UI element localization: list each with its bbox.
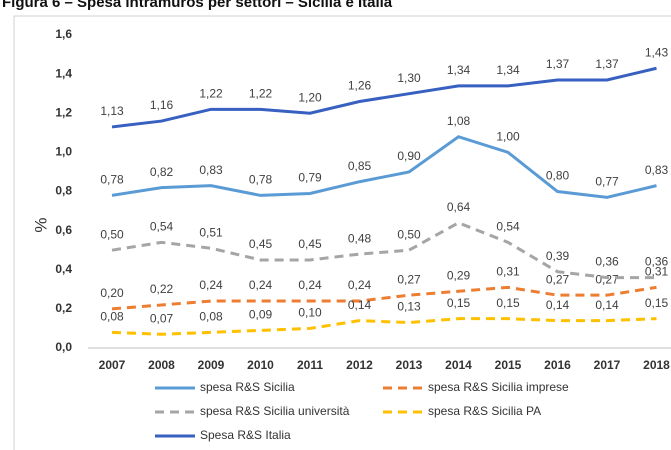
data-label: 0,07	[150, 311, 174, 325]
x-tick-label: 2017	[594, 358, 621, 372]
series-line	[111, 285, 657, 311]
data-label: 0,13	[397, 300, 421, 314]
data-label: 0,24	[199, 278, 223, 292]
data-label: 0,08	[199, 310, 223, 324]
legend-label: spesa R&S Sicilia PA	[428, 404, 541, 418]
data-label: 1,22	[249, 87, 273, 101]
data-label: 1,08	[447, 114, 471, 128]
y-axis-label: %	[31, 217, 50, 232]
data-label: 0,14	[595, 298, 619, 312]
data-label: 0,80	[546, 169, 570, 183]
data-label: 0,90	[397, 149, 421, 163]
data-label: 0,50	[100, 227, 124, 241]
x-tick-label: 2016	[544, 358, 571, 372]
data-label: 0,27	[397, 272, 421, 286]
data-label: 1,37	[595, 57, 619, 71]
series-line	[111, 221, 657, 280]
data-label: 0,22	[150, 282, 174, 296]
data-label: 0,31	[645, 265, 669, 279]
data-label: 0,78	[249, 173, 273, 187]
data-label: 0,45	[249, 237, 273, 251]
data-label: 1,34	[447, 63, 471, 77]
legend-label: spesa R&S Sicilia imprese	[428, 380, 569, 394]
data-label: 0,15	[447, 296, 471, 310]
legend-label: Spesa R&S Italia	[200, 428, 291, 442]
data-label: 0,14	[546, 298, 570, 312]
data-label: 1,26	[348, 79, 372, 93]
data-label: 0,45	[298, 237, 322, 251]
data-label: 0,48	[348, 231, 372, 245]
y-tick-label: 0,4	[55, 262, 72, 276]
data-label: 1,37	[546, 57, 570, 71]
data-label: 0,77	[595, 175, 619, 189]
data-label: 0,20	[100, 286, 124, 300]
y-tick-label: 0,2	[55, 301, 72, 315]
data-label: 0,83	[645, 163, 669, 177]
x-tick-label: 2007	[99, 358, 126, 372]
legend-label: spesa R&S Sicilia	[200, 380, 295, 394]
data-label: 1,16	[150, 98, 174, 112]
data-label: 1,20	[298, 90, 322, 104]
data-label: 0,54	[150, 220, 174, 234]
data-label: 0,51	[199, 225, 223, 239]
y-tick-label: 0,6	[55, 223, 72, 237]
series-line	[111, 66, 657, 129]
x-tick-label: 2018	[643, 358, 670, 372]
x-tick-label: 2012	[346, 358, 373, 372]
data-label: 1,00	[496, 130, 520, 144]
x-tick-label: 2014	[445, 358, 472, 372]
y-tick-label: 1,0	[55, 145, 72, 159]
legend-label: spesa R&S Sicilia università	[200, 404, 350, 418]
y-tick-label: 1,6	[55, 27, 72, 41]
data-label: 0,79	[298, 171, 322, 185]
data-label: 1,43	[645, 45, 669, 59]
y-tick-label: 1,4	[55, 66, 72, 80]
data-label: 0,78	[100, 173, 124, 187]
x-tick-label: 2010	[247, 358, 274, 372]
y-tick-label: 1,2	[55, 105, 72, 119]
series-line	[111, 135, 657, 199]
data-label: 0,24	[348, 278, 372, 292]
data-label: 0,36	[595, 255, 619, 269]
y-tick-label: 0,8	[55, 184, 72, 198]
data-label: 0,15	[645, 296, 669, 310]
data-label: 0,14	[348, 298, 372, 312]
data-label: 0,24	[298, 278, 322, 292]
data-label: 0,64	[447, 200, 471, 214]
data-label: 0,83	[199, 163, 223, 177]
data-label: 0,85	[348, 159, 372, 173]
data-label: 0,27	[595, 272, 619, 286]
data-label: 0,08	[100, 310, 124, 324]
data-label: 1,13	[100, 104, 124, 118]
series-line	[111, 317, 657, 336]
data-label: 0,15	[496, 296, 520, 310]
data-label: 0,27	[546, 272, 570, 286]
data-label: 1,34	[496, 63, 520, 77]
data-label: 0,54	[496, 220, 520, 234]
x-tick-label: 2015	[495, 358, 522, 372]
data-label: 0,36	[645, 255, 669, 269]
data-label: 0,39	[546, 249, 570, 263]
data-label: 0,82	[150, 165, 174, 179]
x-tick-label: 2013	[396, 358, 423, 372]
data-label: 0,29	[447, 268, 471, 282]
data-label: 1,30	[397, 71, 421, 85]
chart-frame	[13, 15, 671, 450]
x-tick-label: 2011	[297, 358, 323, 372]
x-tick-label: 2008	[148, 358, 175, 372]
data-label: 0,09	[249, 308, 273, 322]
data-label: 0,31	[496, 265, 520, 279]
y-tick-label: 0,0	[55, 340, 72, 354]
data-label: 0,24	[249, 278, 273, 292]
data-label: 0,10	[298, 306, 322, 320]
data-label: 0,50	[397, 227, 421, 241]
x-tick-label: 2009	[198, 358, 225, 372]
chart-title: Figura 6 – Spesa intramuros per settori …	[2, 0, 393, 11]
data-label: 1,22	[199, 87, 223, 101]
